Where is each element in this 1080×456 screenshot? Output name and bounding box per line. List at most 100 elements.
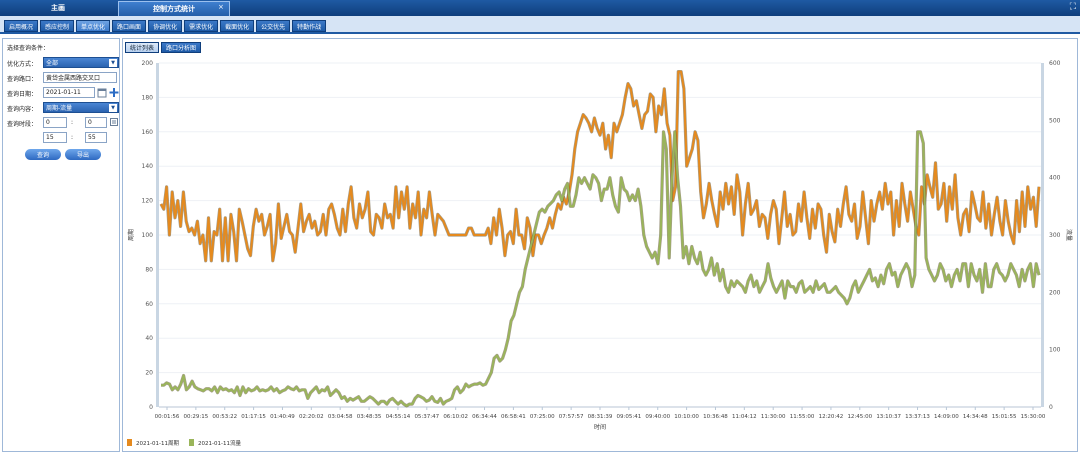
right-axis-bar bbox=[1041, 63, 1044, 407]
time-colon: : bbox=[71, 134, 74, 141]
series-line bbox=[160, 70, 1040, 262]
content-value: 周期-流量 bbox=[46, 105, 73, 112]
nav-tab[interactable]: 需求优化 bbox=[184, 20, 219, 32]
legend-label: 2021-01-11周期 bbox=[136, 440, 179, 447]
maximize-icon[interactable]: ⛶ bbox=[1069, 2, 1076, 12]
y-tick-label-left: 80 bbox=[145, 266, 153, 273]
chevron-down-icon[interactable]: ▼ bbox=[109, 59, 117, 67]
x-tick-label: 09:40:00 bbox=[645, 414, 670, 420]
x-tick-label: 11:55:00 bbox=[790, 414, 815, 420]
nav-tab[interactable]: 协调优化 bbox=[148, 20, 183, 32]
x-tick-label: 10:10:00 bbox=[674, 414, 699, 420]
nav-tab[interactable]: 感应控制 bbox=[40, 20, 75, 32]
x-tick-label: 04:55:14 bbox=[386, 414, 411, 420]
add-icon[interactable] bbox=[109, 87, 119, 98]
series-line bbox=[161, 130, 1040, 407]
junction-input[interactable]: 黄岱金属西路交叉口 bbox=[43, 72, 117, 83]
time-colon: : bbox=[71, 119, 74, 126]
x-tick-label: 00:29:15 bbox=[184, 414, 209, 420]
x-tick-label: 00:53:22 bbox=[212, 414, 237, 420]
x-tick-label: 09:05:41 bbox=[617, 414, 642, 420]
legend-label: 2021-01-11流量 bbox=[198, 439, 241, 447]
nav-tab[interactable]: 单点优化 bbox=[76, 20, 111, 32]
x-tick-label: 11:30:00 bbox=[761, 414, 786, 420]
y-tick-label-left: 0 bbox=[149, 404, 153, 411]
y-tick-label-left: 120 bbox=[142, 198, 154, 205]
x-tick-label: 13:37:13 bbox=[905, 414, 930, 420]
y-tick-label-right: 100 bbox=[1049, 347, 1061, 354]
content-panel: 统计列表 路口分析图 0 20 40 60 80 100 120 140 160 180 200 0 10… bbox=[122, 38, 1078, 452]
top-tab-bar: 主画 控制方式统计 × ⛶ bbox=[0, 0, 1080, 16]
x-tick-label: 03:48:35 bbox=[357, 414, 382, 420]
query-button[interactable]: 查询 bbox=[25, 149, 61, 160]
left-axis-bar bbox=[156, 63, 159, 407]
x-tick-label: 00:01:56 bbox=[155, 414, 180, 420]
end-min-value: 55 bbox=[88, 134, 96, 141]
y-tick-label-left: 100 bbox=[142, 232, 154, 239]
x-tick-label: 03:04:58 bbox=[328, 414, 353, 420]
x-tick-label: 11:04:12 bbox=[732, 414, 757, 420]
mode-select[interactable]: 全部 ▼ bbox=[43, 57, 119, 68]
content-label: 查询内容： bbox=[7, 106, 38, 113]
y-tick-label-left: 60 bbox=[145, 301, 153, 308]
x-tick-label: 10:36:48 bbox=[703, 414, 728, 420]
query-title: 选择查询条件： bbox=[7, 45, 50, 52]
query-panel: 选择查询条件： 优化方式： 全部 ▼ 查询路口： 黄岱金属西路交叉口 查询日期：… bbox=[2, 38, 120, 452]
junction-label: 查询路口： bbox=[7, 76, 38, 83]
x-tick-label: 05:37:47 bbox=[414, 414, 439, 420]
mode-value: 全部 bbox=[46, 60, 59, 67]
x-tick-label: 08:31:39 bbox=[588, 414, 613, 420]
x-tick-label: 12:20:42 bbox=[819, 414, 844, 420]
x-tick-label: 07:57:57 bbox=[559, 414, 584, 420]
x-tick-label: 12:45:00 bbox=[847, 414, 872, 420]
y-tick-label-left: 160 bbox=[142, 129, 154, 136]
y-tick-label-left: 140 bbox=[142, 163, 154, 170]
nav-tab[interactable]: 启用概况 bbox=[4, 20, 39, 32]
y-tick-label-left: 200 bbox=[142, 60, 154, 67]
content-tab[interactable]: 统计列表 bbox=[125, 42, 160, 53]
end-hour-value: 15 bbox=[46, 134, 54, 141]
clock-icon[interactable] bbox=[110, 118, 118, 126]
content-tabs: 统计列表 路口分析图 bbox=[125, 42, 202, 53]
date-label: 查询日期： bbox=[7, 91, 38, 98]
junction-value: 黄岱金属西路交叉口 bbox=[46, 75, 101, 82]
nav-tab[interactable]: 特勤作战 bbox=[292, 20, 327, 32]
y-tick-label-right: 300 bbox=[1049, 232, 1061, 239]
period-label: 查询时段： bbox=[7, 121, 38, 128]
x-tick-label: 13:10:37 bbox=[876, 414, 901, 420]
x-axis-label: 时间 bbox=[594, 423, 606, 431]
junction-chart: 0 20 40 60 80 100 120 140 160 180 200 0 100 200 300 400… bbox=[127, 60, 1073, 447]
calendar-icon[interactable] bbox=[97, 87, 107, 98]
x-tick-label: 01:17:15 bbox=[241, 414, 266, 420]
y-tick-label-right: 200 bbox=[1049, 289, 1061, 296]
mode-label: 优化方式： bbox=[7, 61, 38, 68]
tab-control-stats[interactable]: 控制方式统计 bbox=[118, 1, 230, 16]
y-axis-label-right: 流量 bbox=[1065, 229, 1073, 241]
end-hour-input[interactable]: 15 bbox=[43, 132, 67, 143]
close-tab-icon[interactable]: × bbox=[218, 3, 224, 11]
x-tick-label: 07:25:00 bbox=[530, 414, 555, 420]
export-button[interactable]: 导出 bbox=[65, 149, 101, 160]
chevron-down-icon[interactable]: ▼ bbox=[109, 104, 117, 112]
content-tab[interactable]: 路口分析图 bbox=[161, 42, 202, 53]
x-tick-label: 06:34:44 bbox=[472, 414, 497, 420]
y-tick-label-left: 40 bbox=[145, 335, 153, 342]
y-tick-label-right: 500 bbox=[1049, 117, 1061, 124]
start-min-input[interactable]: 0 bbox=[85, 117, 107, 128]
end-min-input[interactable]: 55 bbox=[85, 132, 107, 143]
legend-swatch bbox=[127, 439, 132, 446]
legend-swatch bbox=[189, 439, 194, 446]
y-tick-label-left: 180 bbox=[142, 94, 154, 101]
nav-tab[interactable]: 公交优先 bbox=[256, 20, 291, 32]
date-input[interactable]: 2021-01-11 bbox=[43, 87, 95, 98]
x-tick-label: 15:30:00 bbox=[1021, 414, 1046, 420]
nav-tab[interactable]: 截面优化 bbox=[220, 20, 255, 32]
start-min-value: 0 bbox=[88, 119, 92, 126]
start-hour-input[interactable]: 0 bbox=[43, 117, 67, 128]
nav-tab[interactable]: 路口画面 bbox=[112, 20, 147, 32]
start-hour-value: 0 bbox=[46, 119, 50, 126]
x-tick-label: 02:20:02 bbox=[299, 414, 324, 420]
tab-home[interactable]: 主画 bbox=[51, 4, 65, 12]
content-select[interactable]: 周期-流量 ▼ bbox=[43, 102, 119, 113]
x-tick-label: 14:09:00 bbox=[934, 414, 959, 420]
